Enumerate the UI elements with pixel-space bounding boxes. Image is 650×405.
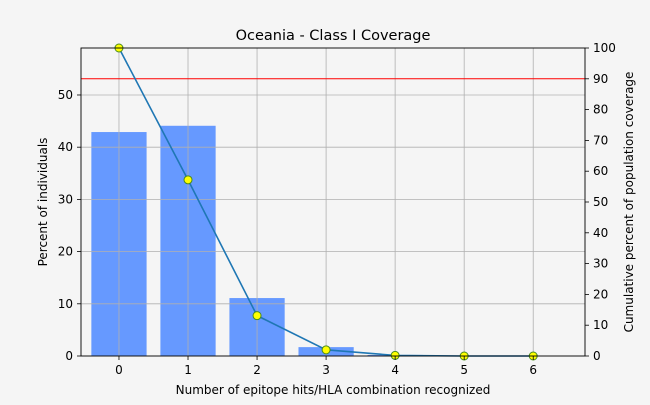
y-tick-label: 20 — [58, 245, 73, 259]
y2-tick-label: 50 — [593, 195, 608, 209]
y2-axis-label: Cumulative percent of population coverag… — [622, 72, 636, 333]
cumulative-point — [252, 311, 262, 321]
grid — [81, 48, 585, 356]
x-tick-label: 5 — [460, 363, 468, 377]
y-tick-label: 30 — [58, 192, 73, 206]
y2-tick-label: 40 — [593, 226, 608, 240]
y2-tick-label: 90 — [593, 72, 608, 86]
cumulative-point — [321, 345, 331, 355]
x-tick-label: 3 — [322, 363, 330, 377]
y-tick-label: 10 — [58, 297, 73, 311]
y2-tick-label: 0 — [593, 349, 601, 363]
chart-title: Oceania - Class I Coverage — [236, 28, 431, 44]
y2-tick-label: 70 — [593, 133, 608, 147]
y2-tick-label: 10 — [593, 318, 608, 332]
y2-tick-label: 100 — [593, 41, 616, 55]
x-tick-label: 4 — [391, 363, 399, 377]
y-tick-label: 0 — [65, 349, 73, 363]
y-tick-label: 50 — [58, 88, 73, 102]
x-tick-label: 1 — [184, 363, 192, 377]
cumulative-point — [183, 175, 193, 185]
y2-tick-label: 80 — [593, 103, 608, 117]
x-tick-label: 0 — [115, 363, 123, 377]
y2-tick-label: 30 — [593, 257, 608, 271]
y2-tick-label: 60 — [593, 164, 608, 178]
x-axis-label: Number of epitope hits/HLA combination r… — [176, 383, 491, 397]
y-axis-label: Percent of individuals — [36, 138, 50, 267]
y-tick-label: 40 — [58, 140, 73, 154]
plot-area — [81, 48, 585, 356]
x-tick-label: 6 — [529, 363, 537, 377]
x-tick-label: 2 — [253, 363, 261, 377]
y2-tick-label: 20 — [593, 287, 608, 301]
